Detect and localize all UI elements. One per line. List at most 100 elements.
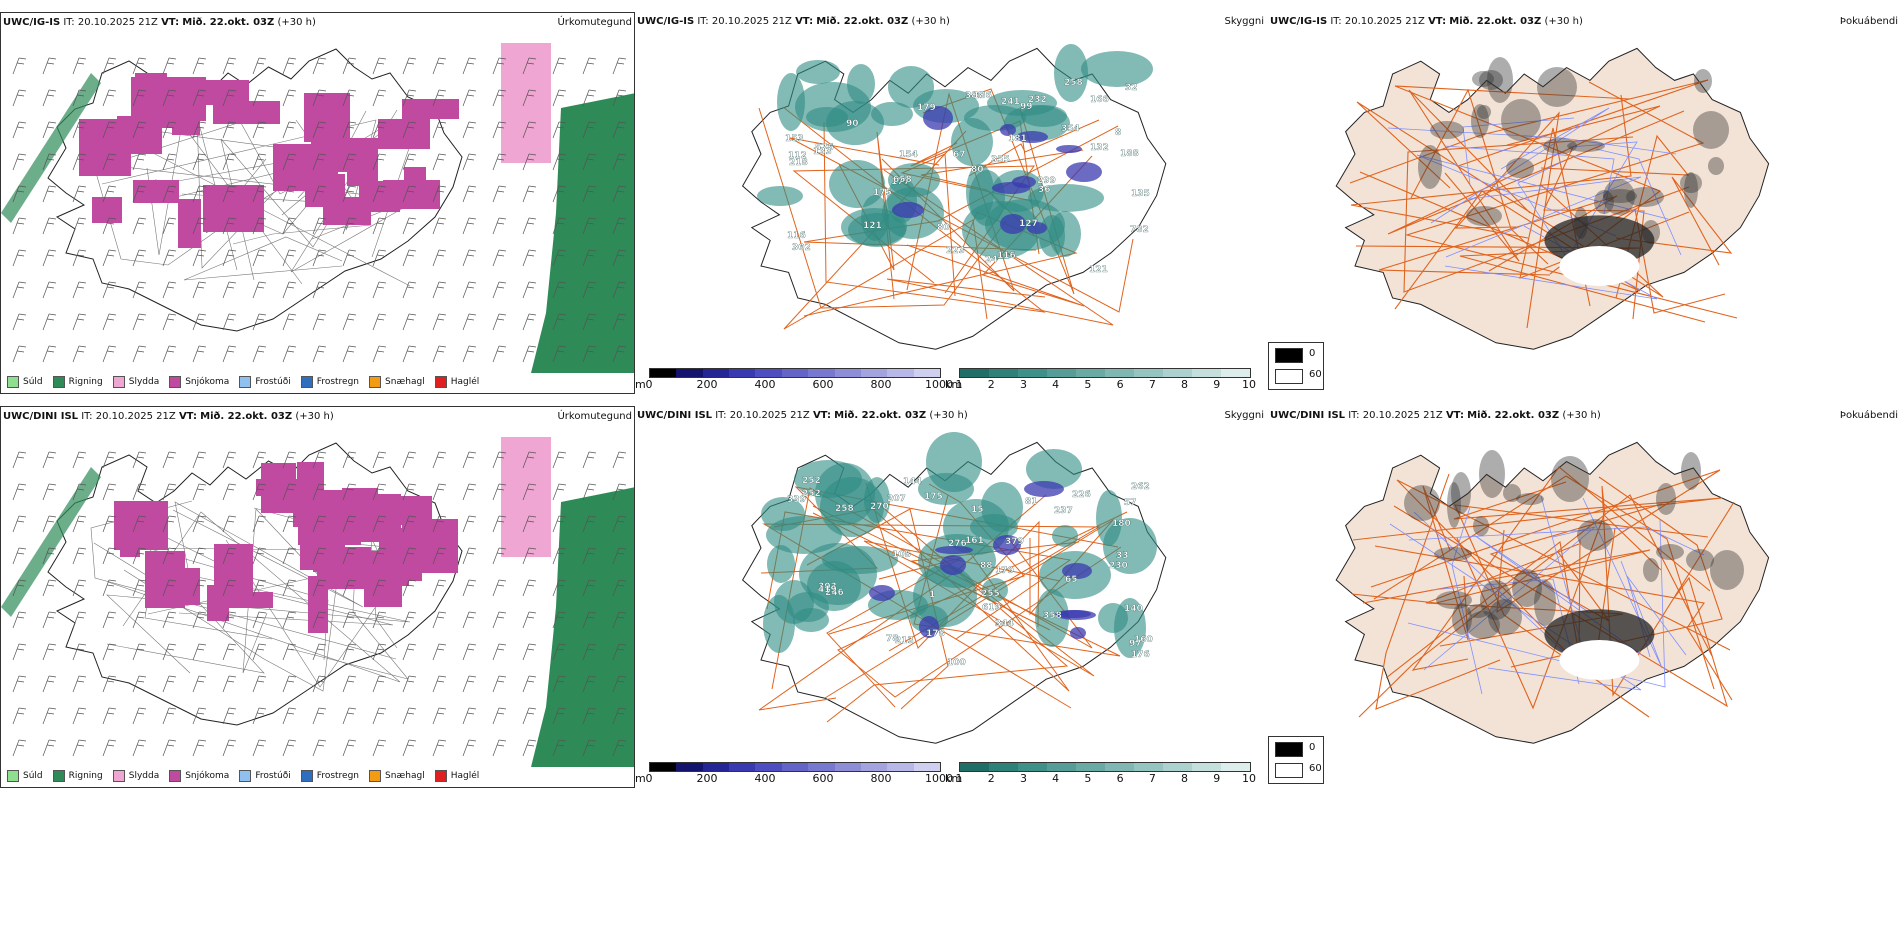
rain-area bbox=[531, 487, 634, 767]
wind-barb bbox=[582, 611, 597, 629]
wind-barb bbox=[222, 249, 237, 267]
wind-barb bbox=[522, 249, 537, 267]
fog-indicator-area bbox=[1430, 121, 1464, 139]
wind-barb bbox=[102, 57, 117, 75]
low-cloud-area bbox=[1054, 44, 1088, 102]
fog-indicator-area bbox=[1680, 173, 1702, 193]
wind-barb bbox=[342, 185, 357, 203]
fog-indicator-area bbox=[1656, 544, 1684, 560]
wind-barb bbox=[252, 281, 267, 299]
wind-barb bbox=[162, 515, 177, 533]
colorbar-tick-label: 1000 bbox=[925, 772, 953, 785]
wind-barb bbox=[582, 547, 597, 565]
wind-barb bbox=[162, 643, 177, 661]
wind-barb bbox=[72, 313, 87, 331]
colorbar-tick-label: 1000 bbox=[925, 378, 953, 391]
wind-barb bbox=[312, 515, 327, 533]
river-line bbox=[1416, 154, 1669, 237]
legend-label: Snæhagl bbox=[385, 771, 425, 781]
cloud-base-label: 232 bbox=[1028, 95, 1047, 105]
road-line bbox=[1385, 539, 1581, 679]
wind-barb bbox=[522, 153, 537, 171]
wind-barb bbox=[522, 483, 537, 501]
wind-barb bbox=[102, 89, 117, 107]
wind-barb bbox=[162, 153, 177, 171]
colorbar-tick-label: 9 bbox=[1213, 378, 1221, 391]
fog-legend-swatch-high bbox=[1275, 348, 1303, 363]
cloud-base-label: 213 bbox=[895, 636, 914, 646]
fog-indicator-area bbox=[1694, 69, 1712, 93]
colorbar-strip bbox=[649, 368, 941, 378]
colorbar-tick-label: 5 bbox=[1084, 772, 1092, 785]
colorbar-swatch bbox=[887, 369, 914, 377]
fog-indicator-area bbox=[1543, 138, 1577, 154]
snow-area bbox=[135, 73, 167, 92]
wind-barb bbox=[72, 57, 87, 75]
cloud-base-label: 255 bbox=[981, 589, 1000, 599]
colorbar-swatch bbox=[1221, 369, 1250, 377]
wind-barb bbox=[342, 153, 357, 171]
wind-barb bbox=[492, 153, 507, 171]
wind-barb bbox=[252, 579, 267, 597]
wind-barb bbox=[582, 249, 597, 267]
precip-legend: Súld Rigning Slydda Snjókoma Frostúði Frostre… bbox=[1, 765, 634, 787]
wind-barb bbox=[552, 89, 567, 107]
model-name: UWC/IG-IS bbox=[1270, 16, 1328, 27]
wind-barb bbox=[312, 547, 327, 565]
legend-label: Snjókoma bbox=[185, 377, 230, 387]
cloud-base-area bbox=[935, 546, 973, 554]
wind-barb bbox=[612, 643, 627, 661]
fog-indicator-area bbox=[1466, 611, 1500, 639]
colorbar-swatch bbox=[755, 369, 782, 377]
wind-barb bbox=[12, 185, 27, 203]
wind-barb bbox=[582, 89, 597, 107]
wind-barb bbox=[432, 249, 447, 267]
fog-legend-swatch-low bbox=[1275, 763, 1303, 778]
model-name: UWC/DINI ISL bbox=[1270, 410, 1346, 421]
low-cloud-area bbox=[1035, 589, 1069, 647]
wind-barb bbox=[372, 579, 387, 597]
wind-barb bbox=[72, 89, 87, 107]
wind-barb bbox=[492, 579, 507, 597]
colorbar-tick-label: 0 bbox=[645, 772, 653, 785]
colorbar-swatch bbox=[781, 763, 809, 771]
valid-time-label: VT: bbox=[178, 411, 197, 422]
wind-barb bbox=[402, 281, 417, 299]
wind-barb bbox=[282, 153, 297, 171]
cloud-base-label: 175 bbox=[924, 492, 943, 502]
wind-barb bbox=[132, 515, 147, 533]
wind-barb bbox=[492, 515, 507, 533]
wind-barb bbox=[342, 579, 357, 597]
legend-label: Rigning bbox=[68, 377, 103, 387]
wind-barb bbox=[432, 185, 447, 203]
elevation-colorbar: m 0 200 400 600 800 1000 bbox=[635, 762, 953, 786]
fog-indicator-area bbox=[1471, 104, 1489, 138]
wind-barb bbox=[372, 643, 387, 661]
snow-area bbox=[293, 496, 343, 527]
road-line bbox=[183, 236, 343, 281]
wind-barb bbox=[432, 89, 447, 107]
wind-barb bbox=[582, 153, 597, 171]
panel-header: UWC/DINI ISL IT: 20.10.2025 21Z VT: Mið.… bbox=[3, 410, 632, 424]
wind-barb bbox=[252, 121, 267, 139]
wind-barb bbox=[342, 483, 357, 501]
wind-barb bbox=[372, 281, 387, 299]
wind-barb bbox=[72, 153, 87, 171]
wind-barb bbox=[612, 483, 627, 501]
fog-indicator-area bbox=[1693, 111, 1729, 149]
colorbar-tick-label: 400 bbox=[754, 378, 776, 391]
legend-label: Súld bbox=[23, 377, 43, 387]
wind-barb bbox=[372, 249, 387, 267]
low-cloud-area bbox=[761, 497, 805, 531]
wind-barb bbox=[282, 579, 297, 597]
cloud-base-label: 121 bbox=[1089, 265, 1108, 275]
colorbar-swatch bbox=[989, 369, 1018, 377]
wind-barb bbox=[432, 515, 447, 533]
cloud-base-area bbox=[1000, 124, 1016, 136]
wind-barb bbox=[282, 611, 297, 629]
wind-barb bbox=[582, 707, 597, 725]
wind-barb bbox=[462, 249, 477, 267]
road-line bbox=[1393, 505, 1728, 708]
road-line bbox=[1351, 549, 1651, 604]
legend-label: Rigning bbox=[68, 771, 103, 781]
